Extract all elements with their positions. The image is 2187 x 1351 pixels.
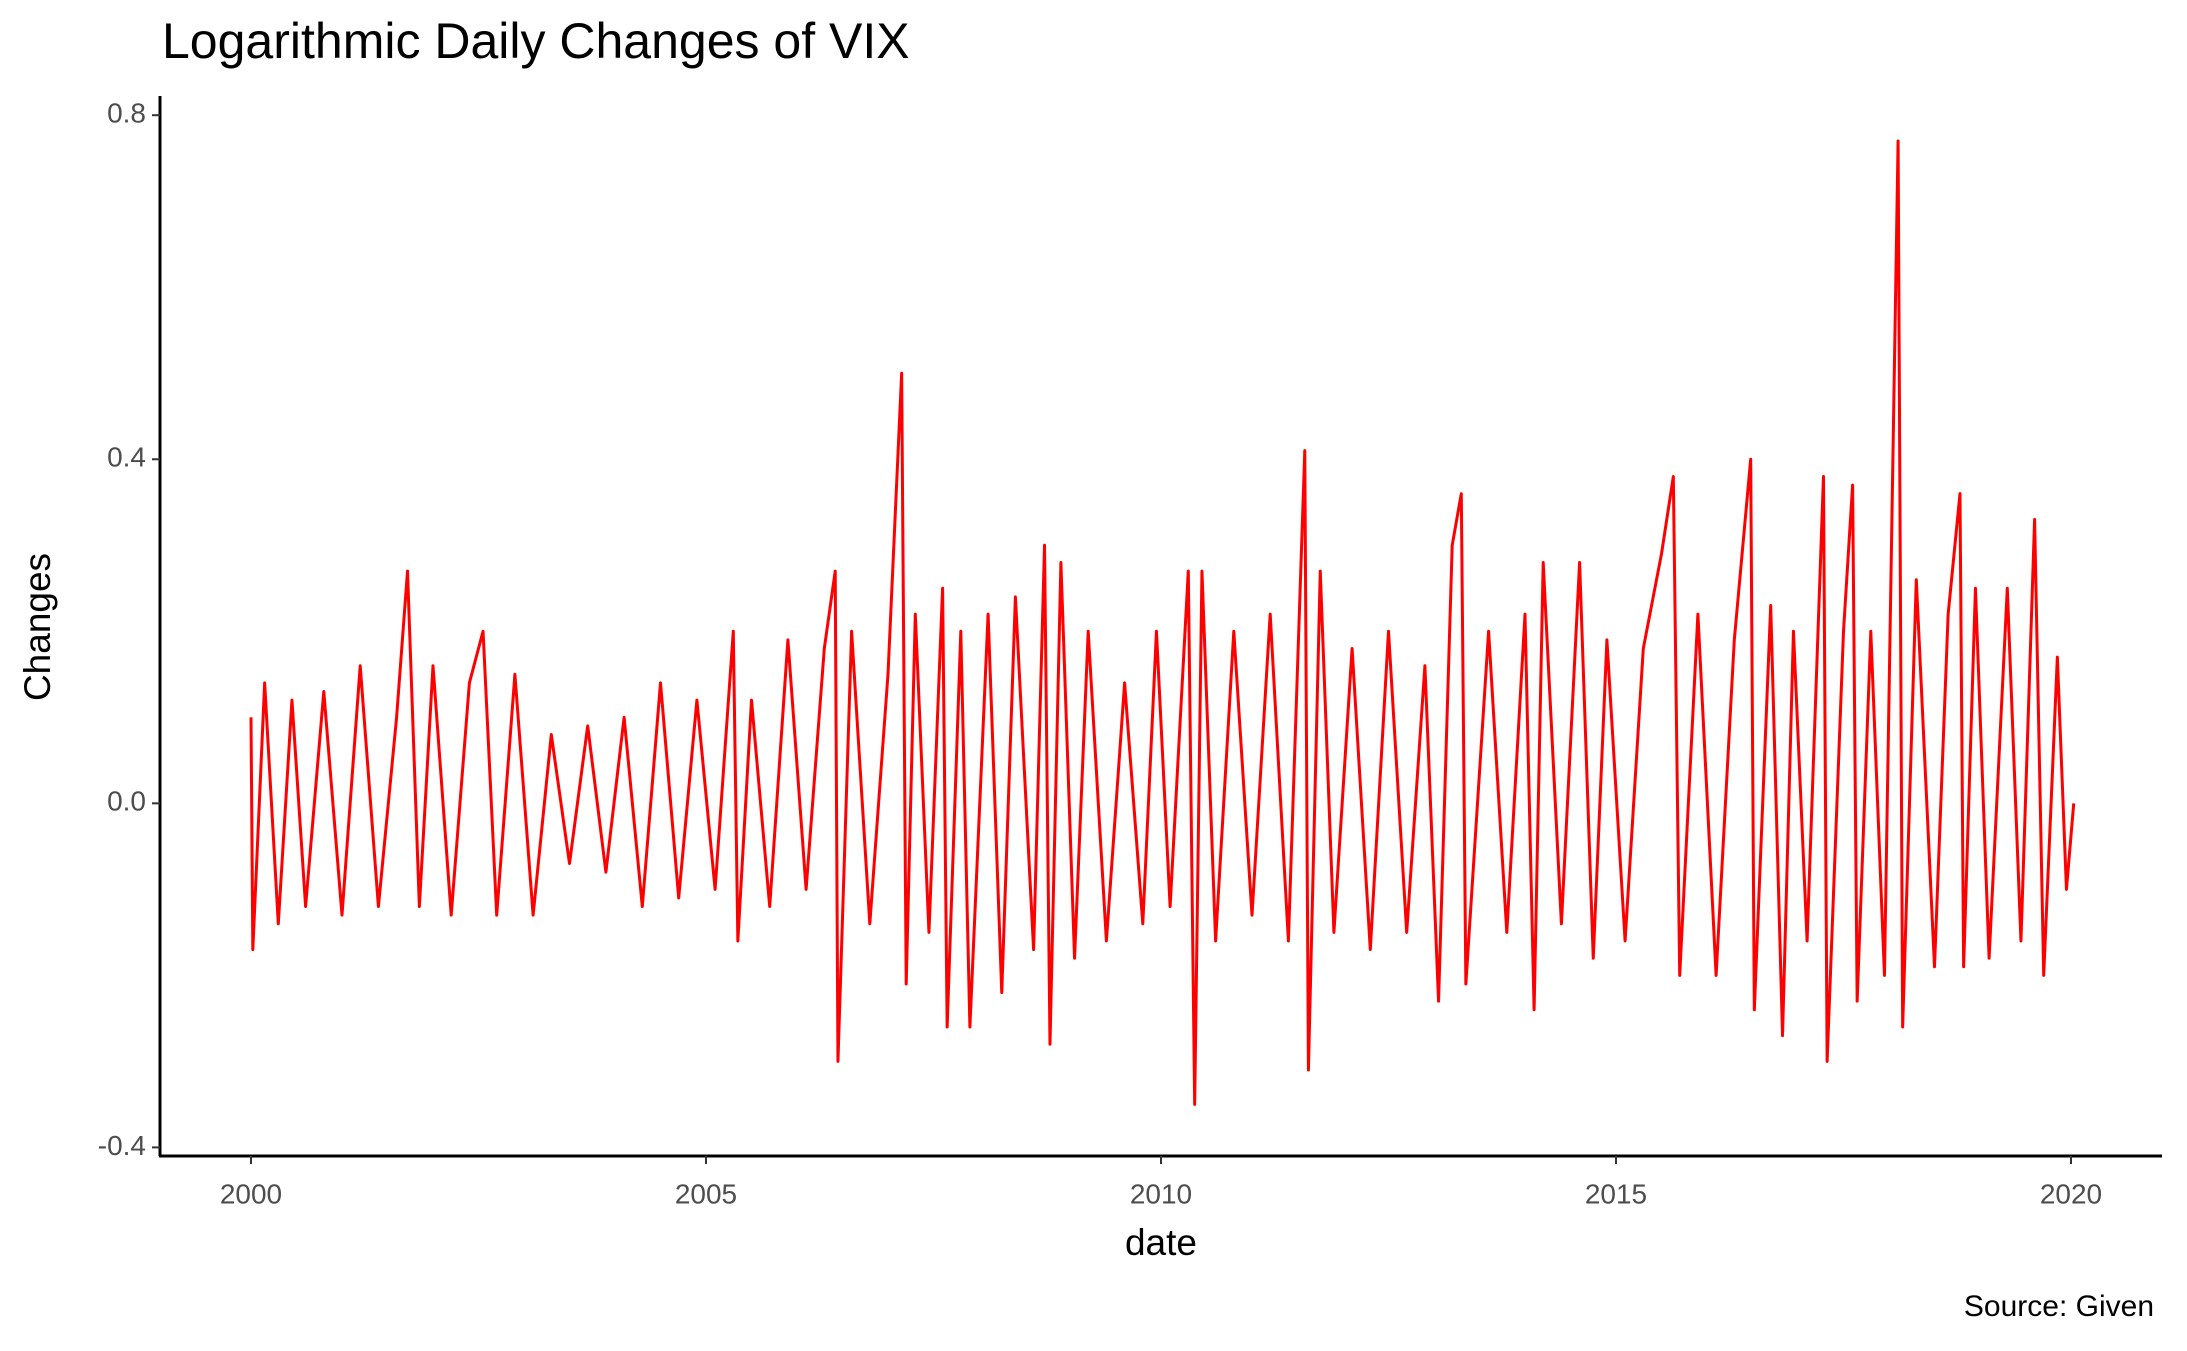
x-tick-label: 2015	[1585, 1178, 1647, 1209]
caption: Source: Given	[1964, 1290, 2154, 1323]
x-tick-label: 2020	[2040, 1178, 2102, 1209]
y-tick-label: -0.4	[98, 1130, 146, 1161]
y-tick-label: 0.4	[107, 442, 146, 473]
data-line	[249, 139, 2076, 1106]
x-tick-label: 2005	[675, 1178, 737, 1209]
chart-title: Logarithmic Daily Changes of VIX	[162, 13, 910, 69]
y-tick-label: 0.0	[107, 786, 146, 817]
y-axis-title: Changes	[17, 553, 58, 701]
x-tick-label: 2010	[1130, 1178, 1192, 1209]
x-tick-label: 2000	[220, 1178, 282, 1209]
y-tick-label: 0.8	[107, 98, 146, 129]
x-axis-title: date	[1125, 1222, 1197, 1263]
